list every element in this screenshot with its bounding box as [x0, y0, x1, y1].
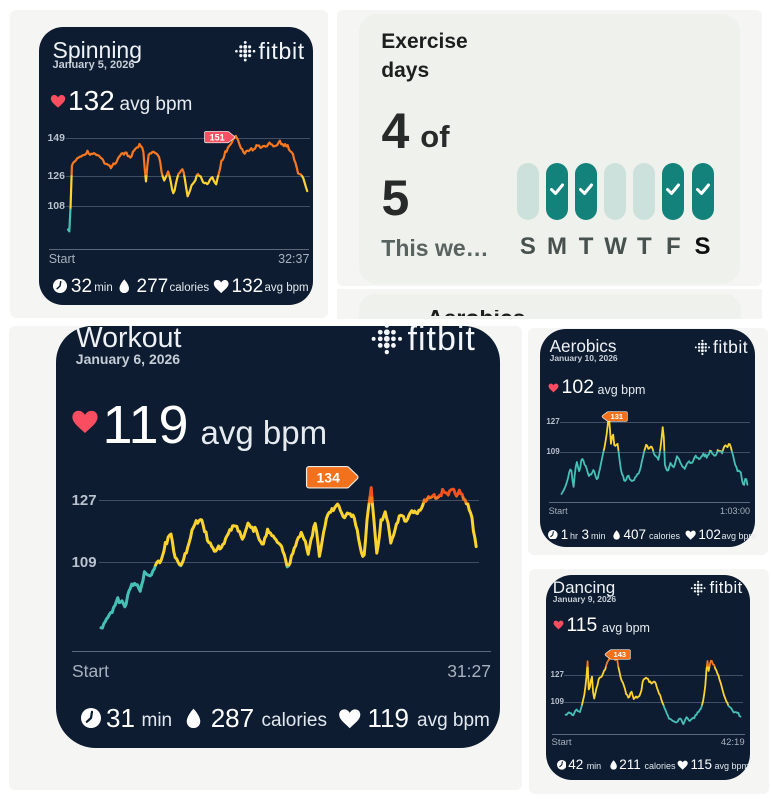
svg-text:143: 143 [614, 650, 627, 659]
svg-text:151: 151 [210, 132, 225, 142]
svg-text:134: 134 [317, 469, 341, 485]
svg-text:131: 131 [611, 412, 624, 421]
